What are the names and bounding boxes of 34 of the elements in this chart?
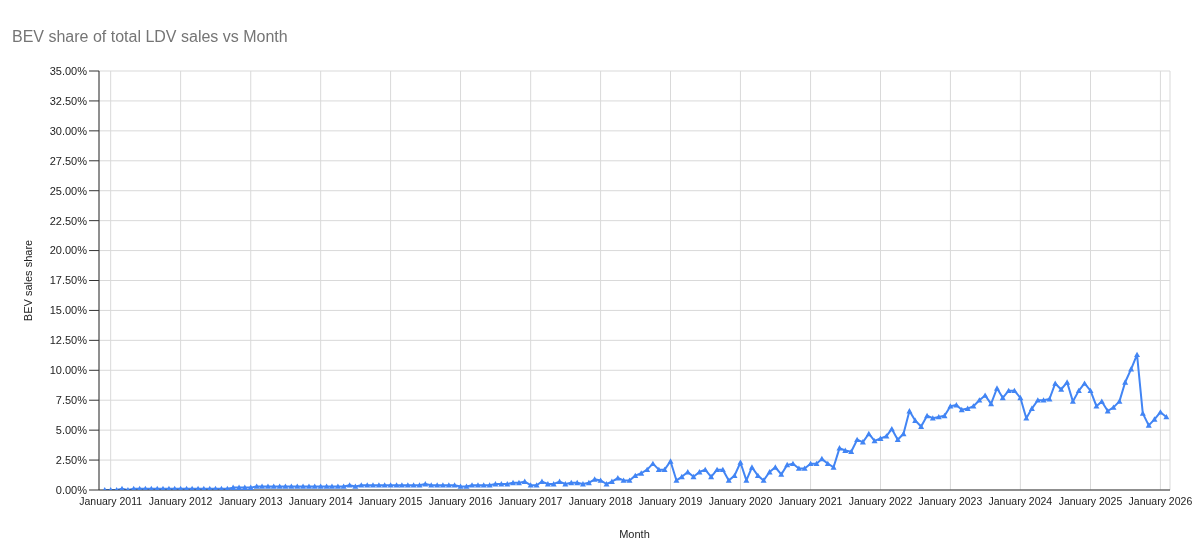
x-tick-label: January 2026 (1128, 495, 1193, 508)
y-tick-label: 7.50% (55, 394, 88, 407)
x-tick-label: January 2021 (778, 495, 843, 508)
y-tick-label: 5.00% (55, 424, 88, 437)
x-tick-label: January 2025 (1058, 495, 1123, 508)
x-tick-label: January 2013 (218, 495, 283, 508)
x-tick-label: January 2016 (428, 495, 493, 508)
y-tick-label: 17.50% (49, 274, 88, 287)
x-tick-label: January 2015 (358, 495, 423, 508)
x-tick-label: January 2022 (848, 495, 913, 508)
y-axis-title: BEV sales share (21, 239, 34, 322)
x-tick-label: January 2012 (148, 495, 213, 508)
y-tick-label: 22.50% (49, 214, 88, 227)
y-tick-label: 15.00% (49, 304, 88, 317)
chart-title: BEV share of total LDV sales vs Month (12, 28, 288, 46)
x-tick-label: January 2017 (498, 495, 563, 508)
y-tick-label: 10.00% (49, 364, 88, 377)
y-tick-label: 35.00% (49, 64, 88, 77)
x-tick-label: January 2024 (988, 495, 1053, 508)
x-tick-label: January 2020 (708, 495, 773, 508)
y-tick-label: 12.50% (49, 334, 88, 347)
x-axis-title: Month (619, 528, 650, 540)
x-tick-label: January 2018 (568, 495, 633, 508)
y-tick-label: 2.50% (55, 453, 88, 466)
x-tick-label: January 2023 (918, 495, 983, 508)
x-tick-label: January 2019 (638, 495, 703, 508)
y-tick-label: 0.00% (55, 483, 88, 496)
y-tick-label: 32.50% (49, 94, 88, 107)
y-tick-label: 20.00% (49, 244, 88, 257)
y-tick-label: 25.00% (49, 184, 88, 197)
x-tick-label: January 2011 (79, 495, 143, 508)
x-tick-label: January 2014 (288, 495, 353, 508)
y-tick-label: 30.00% (49, 124, 88, 137)
y-tick-label: 27.50% (49, 154, 88, 167)
